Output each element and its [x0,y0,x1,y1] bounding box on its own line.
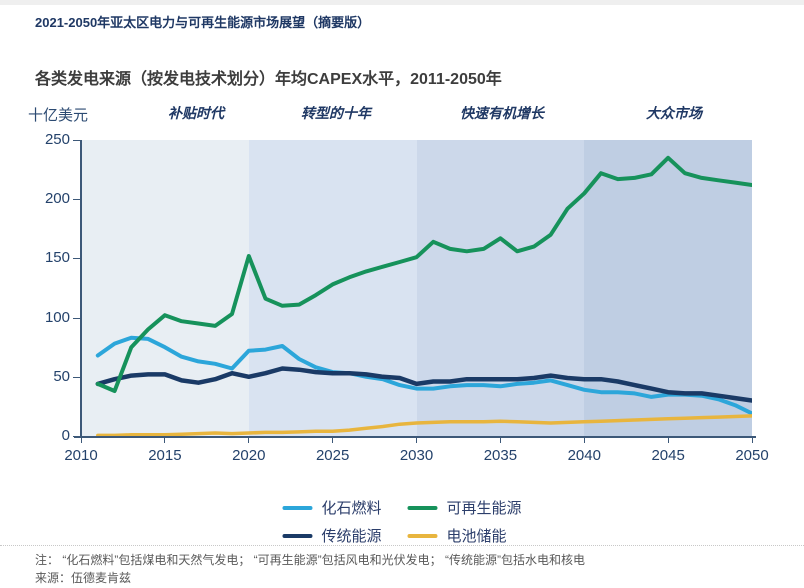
y-tick-mark [73,258,80,260]
report-title: 2021-2050年亚太区电力与可再生能源市场展望（摘要版） [35,15,371,30]
x-tick-mark [332,437,334,443]
chart-lines [95,155,752,436]
x-tick-label: 2020 [232,447,266,464]
legend-label: 化石燃料 [321,500,382,517]
y-tick-label: 0 [61,427,70,444]
x-tick-mark [667,437,669,443]
legend-swatch [407,533,438,538]
legend-item-3: 传统能源 [282,525,382,546]
era-band [248,140,417,436]
y-axis-unit-label: 十亿美元 [28,107,89,124]
x-tick-label: 2015 [148,447,182,464]
y-tick-label: 250 [44,131,70,148]
x-tick-label: 2025 [315,447,350,464]
legend-swatch [407,505,438,510]
chart-source: 来源：伍德麦肯兹 [35,571,132,585]
y-tick-mark [73,376,80,378]
legend-swatch [282,505,313,510]
x-tick-label: 2030 [399,447,434,464]
x-tick-mark [80,437,82,443]
plot-area [81,140,752,436]
legend-label: 传统能源 [321,528,382,545]
y-tick-label: 50 [53,367,70,385]
x-tick-label: 2035 [483,447,518,464]
x-tick-mark [499,437,501,443]
chart-note: 注： “化石燃料”包括煤电和天然气发电； “可再生能源”包括风电和光伏发电； “… [35,553,585,567]
chart-title: 各类发电来源（按发电技术划分）年均CAPEX水平，2011-2050年 [35,71,502,88]
x-tick-mark [248,437,250,443]
page-top-border [0,0,804,5]
legend-label: 可再生能源 [446,500,522,517]
y-tick-mark [73,199,80,201]
legend-swatch [282,533,313,538]
x-tick-label: 2040 [567,447,601,464]
era-label: 快速有机增长 [460,105,544,121]
y-tick-label: 150 [44,249,70,267]
legend-item-1: 化石燃料 [282,497,382,518]
legend-item-4: 电池储能 [407,525,522,546]
x-axis-line [74,436,756,438]
series-line-3 [95,366,752,403]
series-line-4 [96,414,752,436]
series-line-2 [95,155,752,393]
x-tick-mark [416,437,417,443]
era-label: 转型的十年 [301,105,371,121]
x-tick-mark [751,437,753,443]
era-label: 大众市场 [646,105,702,121]
x-tick-label: 2045 [651,447,685,464]
y-tick-mark [73,436,80,437]
era-band [584,140,752,436]
y-tick-label: 200 [44,190,70,208]
x-tick-label: 2050 [735,447,769,464]
x-tick-mark [583,437,585,443]
footer-separator [0,545,804,546]
legend-label: 电池储能 [446,528,507,545]
chart-legend: 化石燃料 可再生能源传统能源 电池储能 [282,497,522,546]
series-line-1 [95,335,752,416]
era-label: 补贴时代 [168,105,224,121]
y-tick-label: 100 [44,308,70,326]
y-axis-line [80,140,82,437]
x-tick-mark [164,437,166,443]
y-tick-mark [73,140,80,141]
legend-item-2: 可再生能源 [407,497,522,518]
x-tick-label: 2010 [64,447,98,464]
y-tick-mark [73,317,80,319]
